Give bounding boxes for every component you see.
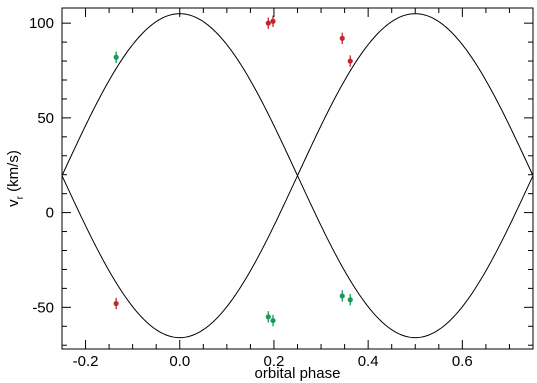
y-tick-label: 100 <box>29 15 54 32</box>
data-point <box>265 17 271 29</box>
svg-text:vr (km/s): vr (km/s) <box>5 150 26 207</box>
data-point <box>347 294 353 306</box>
data-point <box>270 314 276 327</box>
data-marker <box>265 314 271 320</box>
x-tick-label: 0.6 <box>452 353 473 370</box>
axis-ticks: -0.2 0.0 0.2 0.4 0.6 -50 0 50 100 <box>29 8 534 370</box>
plot-frame <box>61 7 534 350</box>
data-point <box>339 32 345 44</box>
y-axis-label: vr (km/s) <box>5 150 26 207</box>
data-marker <box>265 20 271 26</box>
y-axis-label-subscript: r <box>15 195 26 199</box>
y-tick-label: -50 <box>32 299 54 316</box>
data-point <box>113 297 119 310</box>
data-points <box>113 15 353 327</box>
model-curve-2 <box>61 13 534 339</box>
x-tick-label: 0.0 <box>169 353 190 370</box>
data-marker <box>339 35 345 41</box>
model-curves <box>61 13 534 339</box>
data-marker <box>270 317 276 324</box>
y-axis-label-main: v <box>5 199 22 207</box>
data-marker <box>113 300 119 307</box>
data-marker <box>339 293 345 299</box>
x-tick-label: 0.2 <box>264 353 285 370</box>
x-tick-label: -0.2 <box>73 353 99 370</box>
data-marker <box>347 58 353 64</box>
data-marker <box>113 54 119 60</box>
data-point <box>270 15 276 27</box>
data-marker <box>270 18 276 24</box>
y-tick-label: 0 <box>46 205 54 222</box>
data-point <box>113 51 119 63</box>
data-point <box>265 311 271 323</box>
data-marker <box>347 297 353 303</box>
y-axis-label-units: (km/s) <box>5 150 22 196</box>
x-tick-label: 0.4 <box>358 353 379 370</box>
y-tick-label: 50 <box>37 110 54 127</box>
data-point <box>347 55 353 67</box>
data-point <box>339 290 345 302</box>
x-axis-label: orbital phase <box>255 365 341 382</box>
